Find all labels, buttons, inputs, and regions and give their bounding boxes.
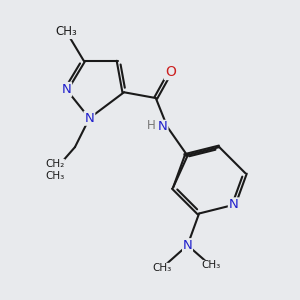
Text: CH₃: CH₃: [152, 263, 171, 273]
Text: N: N: [183, 239, 192, 252]
Text: N: N: [61, 83, 71, 96]
Text: CH₃: CH₃: [201, 260, 220, 271]
Text: O: O: [165, 65, 176, 79]
Text: H: H: [147, 119, 156, 132]
Text: N: N: [85, 112, 94, 125]
Text: CH₂
CH₃: CH₂ CH₃: [45, 159, 64, 181]
Text: N: N: [229, 198, 238, 211]
Text: CH₃: CH₃: [56, 25, 77, 38]
Text: N: N: [158, 120, 168, 134]
